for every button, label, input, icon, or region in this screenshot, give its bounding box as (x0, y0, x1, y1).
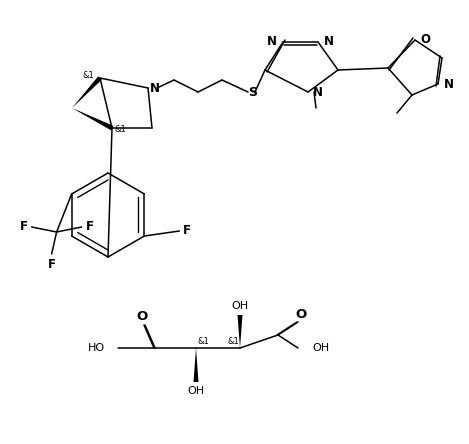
Text: &1: &1 (197, 337, 209, 345)
Text: N: N (150, 82, 160, 95)
Text: O: O (420, 33, 430, 47)
Text: O: O (295, 309, 307, 321)
Text: F: F (86, 221, 94, 234)
Text: N: N (444, 78, 454, 91)
Text: OH: OH (188, 386, 204, 396)
Text: S: S (249, 86, 257, 99)
Text: N: N (324, 36, 334, 48)
Text: F: F (48, 258, 56, 270)
Text: O: O (136, 310, 148, 324)
Text: OH: OH (312, 343, 329, 353)
Text: &1: &1 (227, 337, 239, 345)
Text: &1: &1 (114, 126, 126, 135)
Polygon shape (237, 315, 242, 348)
Polygon shape (194, 348, 198, 382)
Text: N: N (313, 86, 323, 99)
Text: N: N (267, 36, 277, 48)
Text: &1: &1 (82, 71, 94, 80)
Text: F: F (20, 221, 28, 234)
Polygon shape (72, 108, 113, 130)
Text: F: F (183, 225, 191, 238)
Text: OH: OH (231, 301, 249, 311)
Text: HO: HO (88, 343, 105, 353)
Polygon shape (72, 76, 102, 108)
